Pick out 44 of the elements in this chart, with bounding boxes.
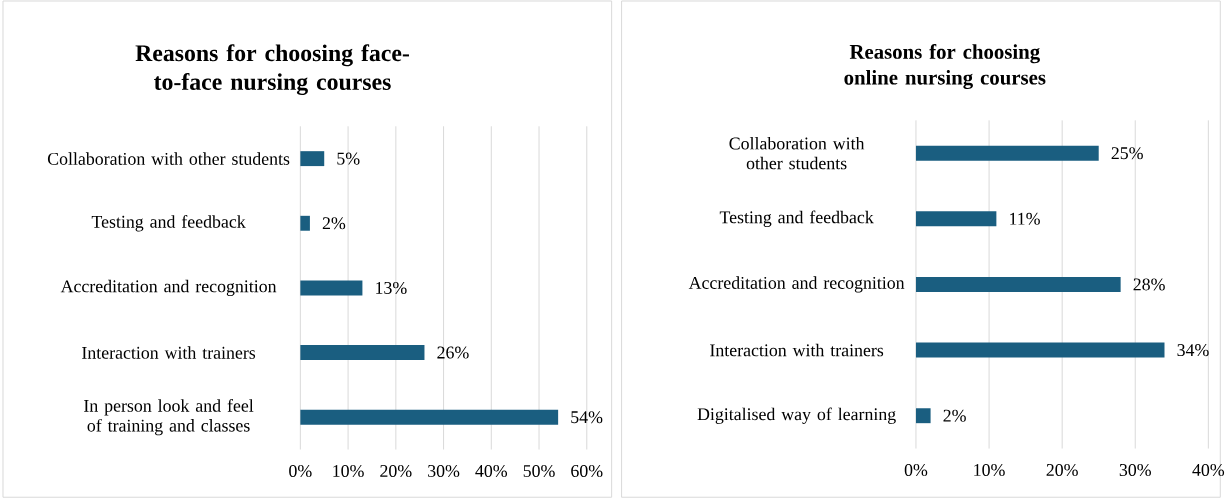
bar — [915, 276, 1121, 292]
data-label: 2% — [322, 217, 346, 230]
x-tick-label: 20% — [380, 464, 412, 477]
bar — [915, 211, 997, 227]
data-label: 25% — [1111, 147, 1143, 160]
y-tick-label: Collaboration with other students — [47, 152, 290, 165]
x-tick-label: 0% — [289, 464, 312, 477]
x-tick-label: 0% — [904, 463, 928, 476]
data-label: 5% — [337, 152, 360, 165]
data-label: 34% — [1177, 343, 1209, 356]
bar — [300, 151, 325, 166]
bar — [300, 215, 310, 231]
y-tick-label: Accreditation and recognition — [60, 279, 277, 296]
data-label: 26% — [437, 346, 469, 359]
y-tick-label: Interaction with trainers — [710, 343, 884, 357]
data-label: 54% — [571, 411, 603, 424]
y-tick-label: Digitalised way of learning — [697, 407, 896, 424]
y-tick-label: Testing and feedback — [91, 214, 246, 232]
y-tick-label: Interaction with trainers — [82, 346, 256, 359]
x-tick-label: 30% — [428, 464, 460, 477]
x-tick-label: 20% — [1046, 463, 1078, 476]
x-tick-label: 30% — [1119, 463, 1151, 476]
bar — [915, 342, 1165, 358]
data-label: 11% — [1010, 212, 1040, 225]
x-tick-label: 10% — [974, 463, 1005, 476]
x-tick-label: 40% — [475, 464, 508, 477]
chart-title: Reasons for choosing face-to-face nursing courses — [135, 44, 409, 95]
x-tick-label: 50% — [523, 464, 555, 477]
data-label: 2% — [943, 409, 966, 422]
bar — [300, 409, 559, 425]
y-tick-label: Testing and feedback — [719, 210, 874, 227]
x-tick-label: 40% — [1192, 463, 1225, 476]
x-tick-label: 10% — [333, 464, 364, 477]
data-label: 13% — [376, 281, 407, 294]
y-tick-label: In person look and feel of training and classes — [84, 398, 254, 436]
bar — [915, 408, 931, 424]
bar — [300, 280, 363, 296]
x-tick-label: 60% — [571, 464, 603, 477]
bar — [915, 145, 1099, 161]
y-tick-label: Accreditation and recognition — [688, 276, 905, 293]
bar — [300, 344, 425, 360]
data-label: 28% — [1133, 278, 1165, 291]
y-tick-label: Collaboration with other students — [729, 136, 865, 170]
chart-title: Reasons for choosing online nursing courses — [844, 43, 1046, 89]
